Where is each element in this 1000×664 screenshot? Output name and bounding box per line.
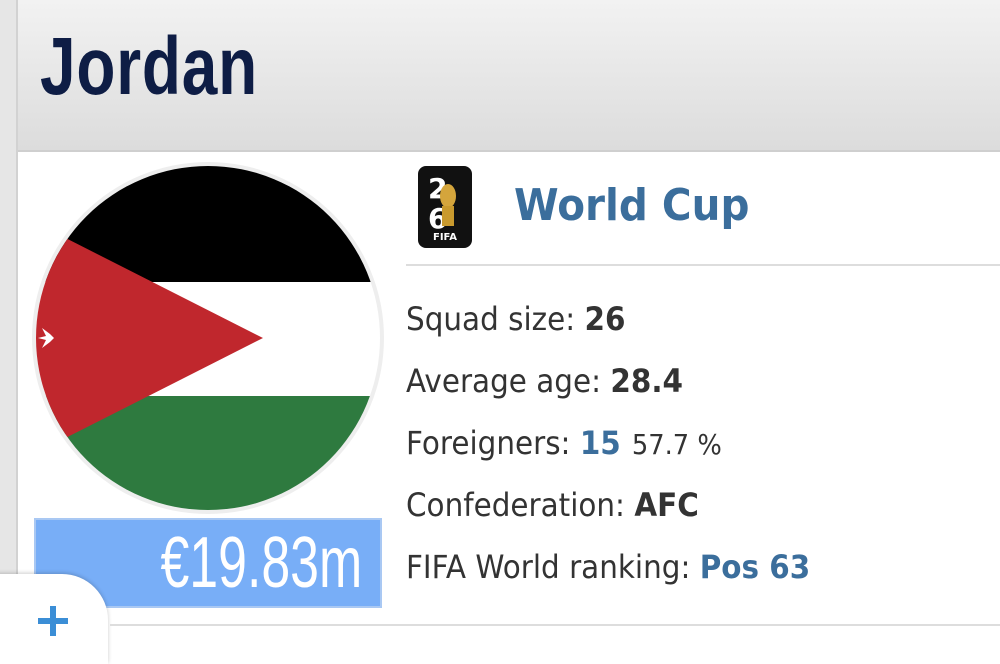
stat-row: FIFA World ranking: Pos 63	[406, 548, 810, 586]
market-value: €19.83m	[160, 523, 362, 603]
stat-row: Confederation: AFC	[406, 486, 699, 524]
side-strip	[0, 0, 18, 648]
stat-label: Foreigners:	[406, 424, 571, 462]
stat-value[interactable]: Pos 63	[699, 548, 811, 586]
logo-text: FIFA	[433, 232, 457, 243]
page: Jordan €19.83m 2 6 FIFA World Cup Squad …	[0, 0, 1000, 648]
stat-label: FIFA World ranking:	[406, 548, 691, 586]
stat-row: Foreigners: 15 57.7 %	[406, 424, 722, 462]
expand-tab[interactable]	[0, 574, 108, 664]
plus-icon	[38, 606, 68, 636]
stat-label: Average age:	[406, 362, 602, 400]
stat-extra: 57.7 %	[631, 428, 722, 461]
bottom-line	[110, 624, 1000, 626]
header: Jordan	[18, 0, 1000, 152]
stat-row: Squad size: 26	[406, 300, 625, 338]
stat-row: Average age: 28.4	[406, 362, 683, 400]
stat-value: 28.4	[610, 362, 684, 400]
flag	[32, 162, 384, 514]
stat-label: Confederation:	[406, 486, 625, 524]
competition-logo[interactable]: 2 6 FIFA	[418, 166, 472, 248]
stat-value: 26	[584, 300, 626, 338]
stat-value: AFC	[634, 486, 699, 524]
team-title: Jordan	[40, 21, 258, 112]
trophy-icon: 2 6	[428, 172, 456, 235]
stat-label: Squad size:	[406, 300, 576, 338]
competition-name[interactable]: World Cup	[514, 180, 750, 231]
separator	[406, 264, 1000, 266]
stat-value[interactable]: 15	[579, 424, 621, 462]
